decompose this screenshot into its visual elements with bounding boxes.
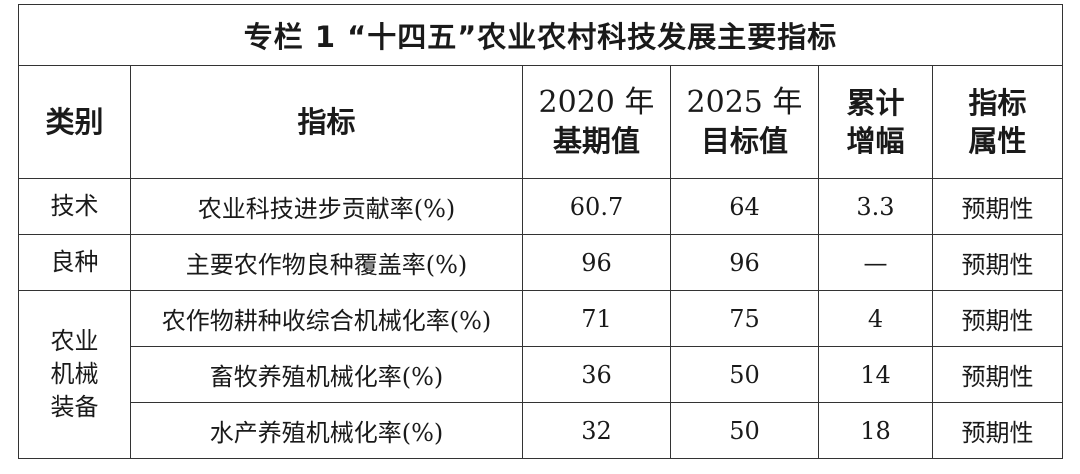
indicator-cell: 农作物耕种收综合机械化率(%) [130, 290, 523, 347]
target-value-cell: 50 [670, 402, 819, 459]
table-row: 农业 机械 装备 农作物耕种收综合机械化率(%) 71 75 4 预期性 [18, 290, 1064, 459]
base-value-cell: 36 [522, 346, 671, 403]
base-value-cell: 32 [522, 402, 671, 459]
table-title-row: 专栏 1 “十四五”农业农村科技发展主要指标 [17, 4, 1064, 66]
table-row: 畜牧养殖机械化率(%) 36 50 14 预期性 [19, 346, 1064, 403]
increase-cell: 18 [818, 402, 933, 459]
header-cumulative-increase: 累计 增幅 [818, 65, 933, 179]
category-label-line: 农业 [50, 327, 99, 355]
target-value-cell: 50 [670, 346, 819, 403]
indicator-cell: 农业科技进步贡献率(%) [130, 178, 523, 235]
table-title: 专栏 1 “十四五”农业农村科技发展主要指标 [17, 4, 1064, 66]
category-cell: 良种 [18, 234, 131, 291]
indicator-cell: 水产养殖机械化率(%) [130, 402, 523, 459]
target-value-cell: 96 [670, 234, 819, 291]
header-target-line1: 2025 年 [686, 85, 803, 120]
header-increase-line2: 增幅 [846, 124, 905, 158]
indicator-cell: 主要农作物良种覆盖率(%) [130, 234, 523, 291]
attribute-cell: 预期性 [931, 178, 1064, 235]
table-header-row: 类别 指标 2020 年 基期值 2025 年 目标值 累计 增幅 指标 属性 [18, 65, 1064, 179]
header-indicator: 指标 [130, 65, 523, 179]
category-label: 良种 [50, 248, 99, 276]
indicator-table-container: 专栏 1 “十四五”农业农村科技发展主要指标 类别 指标 2020 年 基期值 … [17, 4, 1064, 459]
base-value-cell: 96 [522, 234, 671, 291]
increase-cell: 3.3 [818, 178, 933, 235]
header-attr-line2: 属性 [968, 124, 1027, 158]
category-label: 技术 [50, 192, 99, 220]
base-value-cell: 71 [522, 290, 671, 347]
indicator-table: 专栏 1 “十四五”农业农村科技发展主要指标 类别 指标 2020 年 基期值 … [17, 4, 1064, 459]
header-increase-line1: 累计 [846, 86, 905, 120]
header-target-line2: 目标值 [700, 124, 788, 158]
target-value-cell: 64 [670, 178, 819, 235]
attribute-cell: 预期性 [931, 234, 1064, 291]
base-value-cell: 60.7 [522, 178, 671, 235]
category-label-line: 机械 [50, 360, 99, 388]
category-cell: 技术 [18, 178, 131, 235]
header-category: 类别 [18, 65, 131, 179]
header-base-value: 2020 年 基期值 [522, 65, 671, 179]
target-value-cell: 75 [670, 290, 819, 347]
header-attr-line1: 指标 [968, 86, 1027, 120]
increase-cell: 4 [818, 290, 933, 347]
header-attribute: 指标 属性 [931, 65, 1064, 179]
increase-cell: 14 [818, 346, 933, 403]
attribute-cell: 预期性 [931, 402, 1064, 459]
category-label-line: 装备 [50, 393, 99, 421]
table-row: 技术 农业科技进步贡献率(%) 60.7 64 3.3 预期性 [18, 178, 1064, 235]
increase-cell: — [818, 234, 933, 291]
attribute-cell: 预期性 [931, 346, 1064, 403]
category-cell: 农业 机械 装备 [18, 290, 131, 459]
table-row: 良种 主要农作物良种覆盖率(%) 96 96 — 预期性 [18, 234, 1064, 291]
table-row: 水产养殖机械化率(%) 32 50 18 预期性 [19, 402, 1064, 459]
header-base-line2: 基期值 [552, 124, 640, 158]
indicator-cell: 畜牧养殖机械化率(%) [130, 346, 523, 403]
attribute-cell: 预期性 [931, 290, 1064, 347]
header-target-value: 2025 年 目标值 [670, 65, 819, 179]
header-base-line1: 2020 年 [538, 85, 655, 120]
